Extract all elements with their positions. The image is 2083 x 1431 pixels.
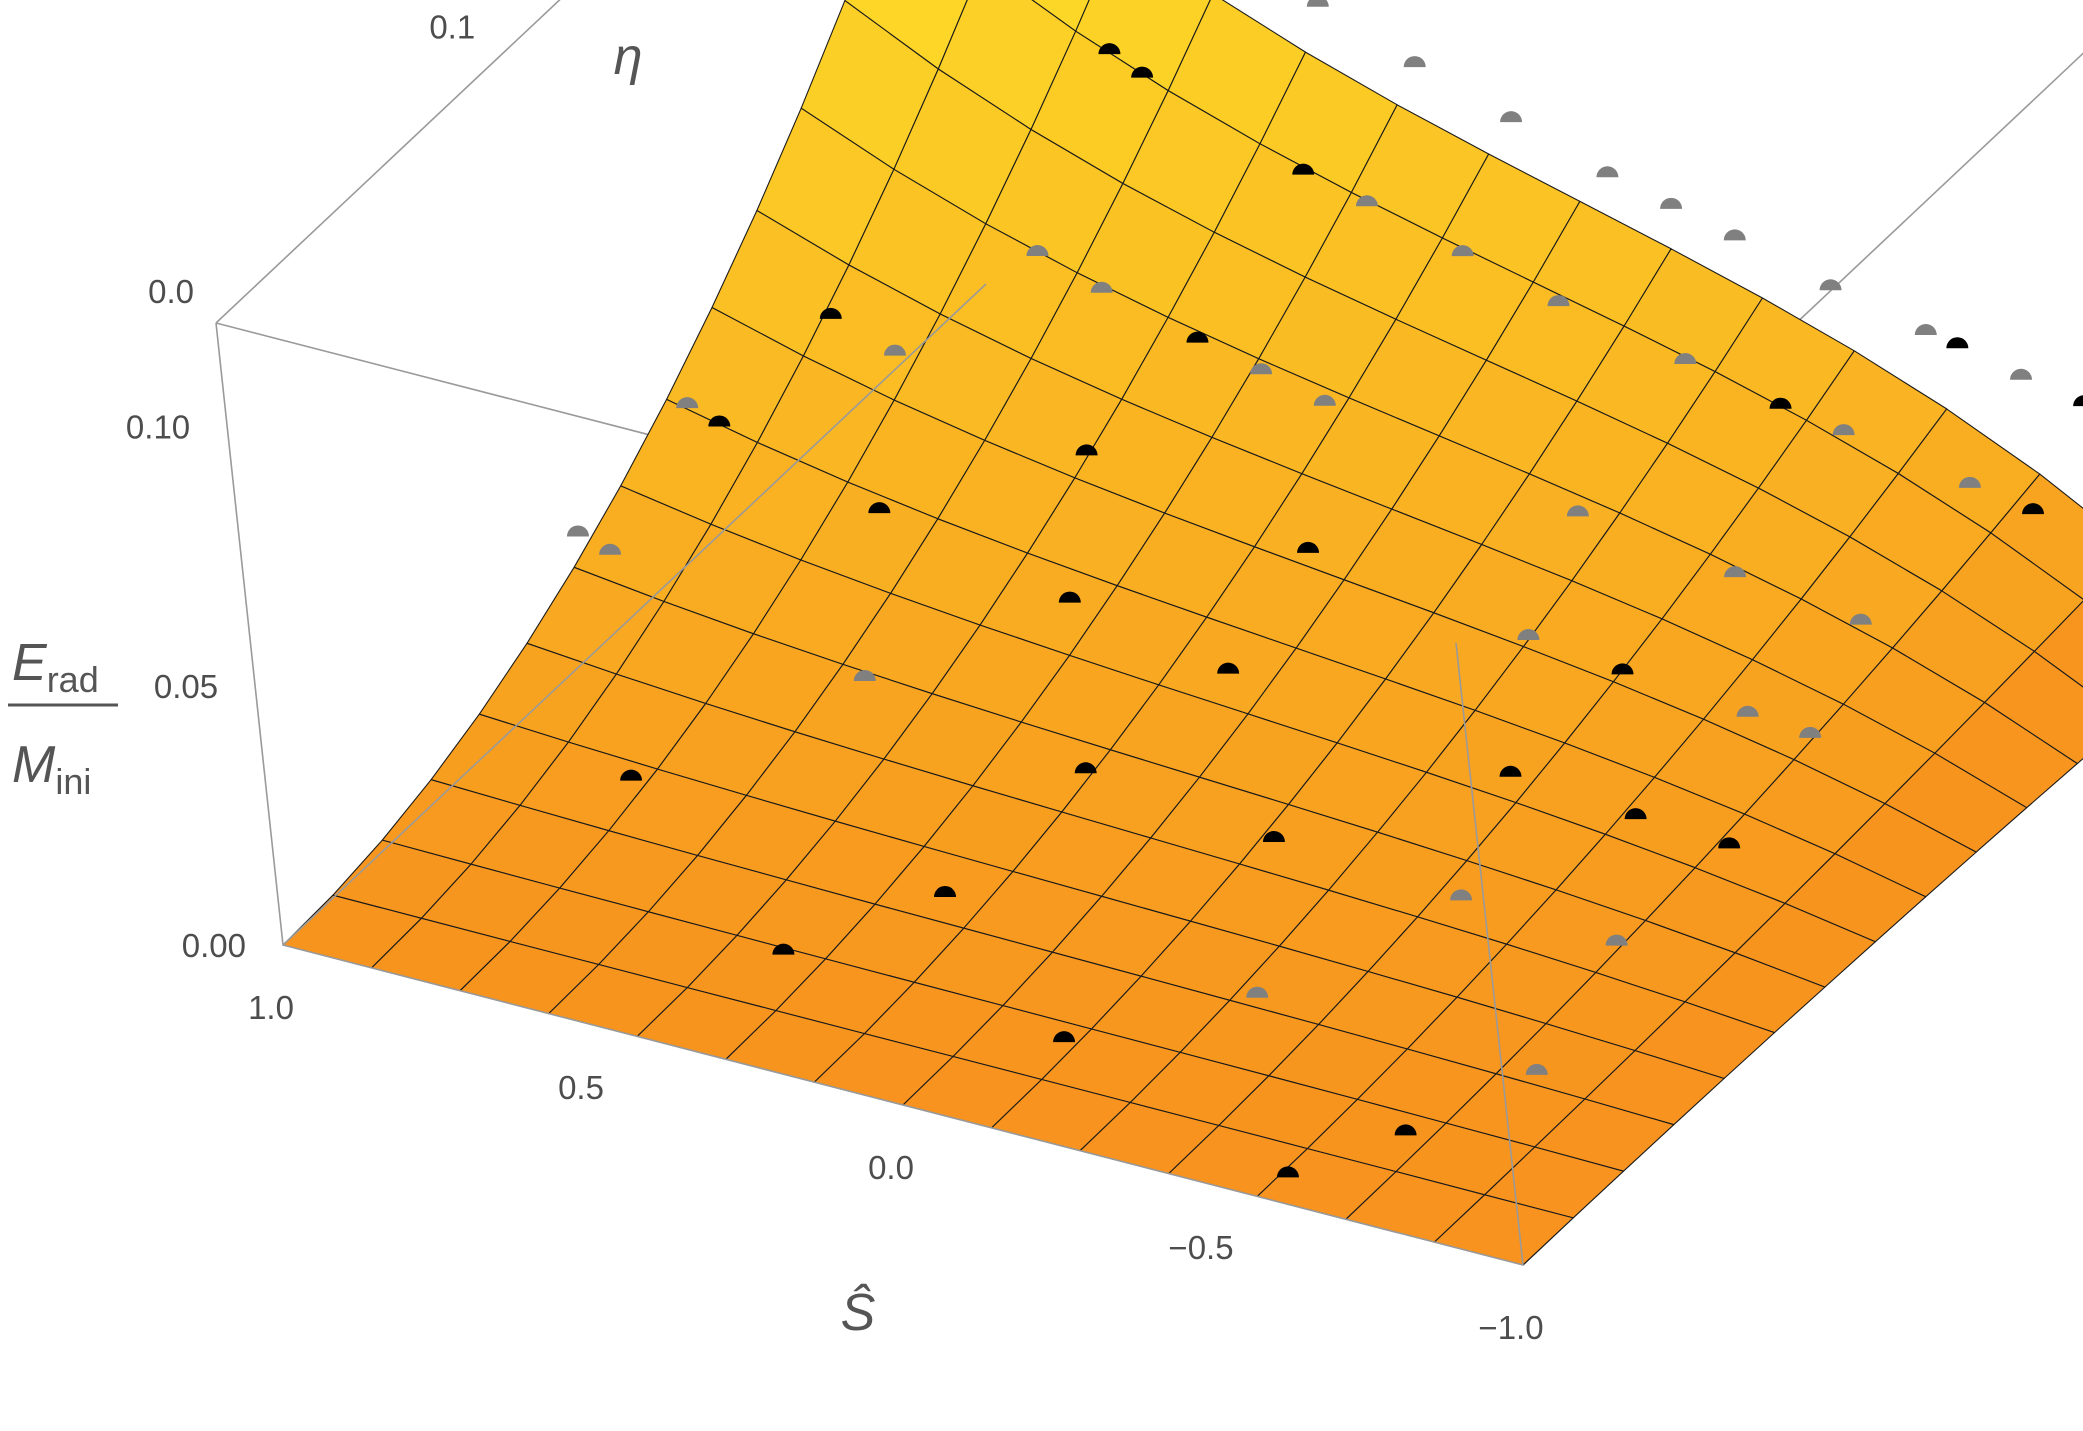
data-point [1053,1031,1076,1043]
data-point [1718,837,1741,849]
data-point [1914,324,1937,336]
data-point [1276,1166,1299,1178]
data-point [1262,831,1285,843]
data-point [1058,591,1081,603]
bounding-box-front-edges [215,283,1524,1266]
erad-denominator: M [12,736,56,794]
z-tick-label: 0.10 [126,409,190,446]
data-point [1075,444,1098,456]
svg-text:Mini: Mini [12,736,91,802]
erad-axis-label: Erad Mini [8,634,118,802]
data-point [884,344,907,356]
data-point [1098,43,1121,55]
data-point [1525,1063,1548,1075]
data-point [676,397,699,409]
z-tick-label: 0.05 [154,668,218,705]
data-point [2073,395,2083,407]
data-point [853,670,876,682]
data-point [1624,808,1647,820]
data-point [868,502,891,514]
data-point [1250,363,1273,375]
data-point [566,525,589,537]
erad-numerator-sub: rad [47,659,99,700]
z-tick-label: 0.00 [182,927,246,964]
data-point [1611,663,1634,675]
data-point [934,885,957,897]
s-axis-label: Ŝ [841,1284,876,1342]
surface-patch [2033,600,2083,688]
data-point [1074,762,1097,774]
data-point [1500,111,1523,123]
data-point [1596,166,1619,178]
data-point [1297,541,1320,553]
data-point [1355,195,1378,207]
box-edge [282,944,1524,1266]
data-point [1246,986,1269,998]
x-tick-label: 0.0 [868,1149,914,1186]
erad-denominator-sub: ini [55,761,91,802]
svg-text:Erad: Erad [12,634,99,700]
data-points [566,0,2083,1178]
x-tick-label: 1.0 [248,989,294,1026]
data-point [1799,726,1822,738]
box-edge [215,0,561,324]
data-point [1736,705,1759,717]
data-point [1450,889,1473,901]
data-point [1090,281,1113,293]
data-point [772,943,795,955]
data-point [1605,934,1628,946]
data-point [1547,295,1570,307]
data-point [1394,1124,1417,1136]
data-point [1306,0,1329,7]
data-point [2010,368,2033,380]
data-point [1723,229,1746,241]
data-point [1292,163,1315,175]
data-point [1849,613,1872,625]
data-point [1724,566,1747,578]
erad-numerator: E [12,634,48,692]
box-edge [215,322,284,946]
data-point [1946,337,1969,349]
data-point [1674,352,1697,364]
data-point [1958,476,1981,488]
x-tick-label: 0.5 [558,1069,604,1106]
data-point [1131,66,1154,78]
data-point [620,769,643,781]
data-point [1660,197,1683,209]
data-point [1217,662,1240,674]
data-point [819,307,842,319]
data-point [1517,629,1540,640]
data-point [1403,56,1426,68]
data-point [599,543,622,555]
surface-mesh [282,0,2083,1266]
y-tick-label: 0.1 [429,9,475,46]
data-point [1769,397,1792,409]
axis-ticks: 1.00.50.0−0.5−1.00.100.050.000.20.10.0 [126,9,1544,1346]
data-point [2022,503,2045,515]
data-point [1313,394,1336,406]
data-point [708,415,731,427]
box-edge [282,283,987,946]
data-point [1026,244,1049,256]
data-point [1499,765,1522,777]
data-point [1451,245,1474,257]
data-point [1566,505,1589,517]
x-tick-label: −0.5 [1168,1229,1233,1266]
data-point [1832,424,1855,436]
data-point [1819,279,1842,291]
x-tick-label: −1.0 [1478,1309,1543,1346]
box-edge [1455,642,1524,1266]
y-tick-label: 0.0 [148,273,194,310]
eta-axis-label: η [614,28,643,86]
data-point [1186,331,1209,343]
